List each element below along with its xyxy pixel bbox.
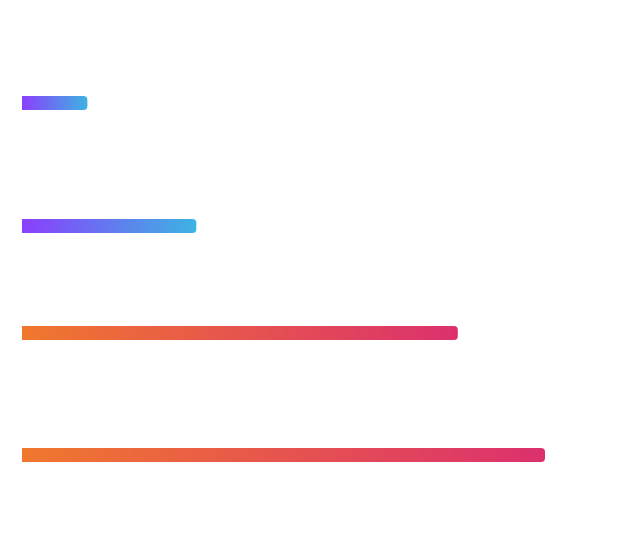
bar-4 [22, 448, 545, 462]
bars-group [22, 96, 545, 462]
bar-2 [22, 219, 197, 233]
bar-1 [22, 96, 88, 110]
bar-3 [22, 326, 458, 340]
